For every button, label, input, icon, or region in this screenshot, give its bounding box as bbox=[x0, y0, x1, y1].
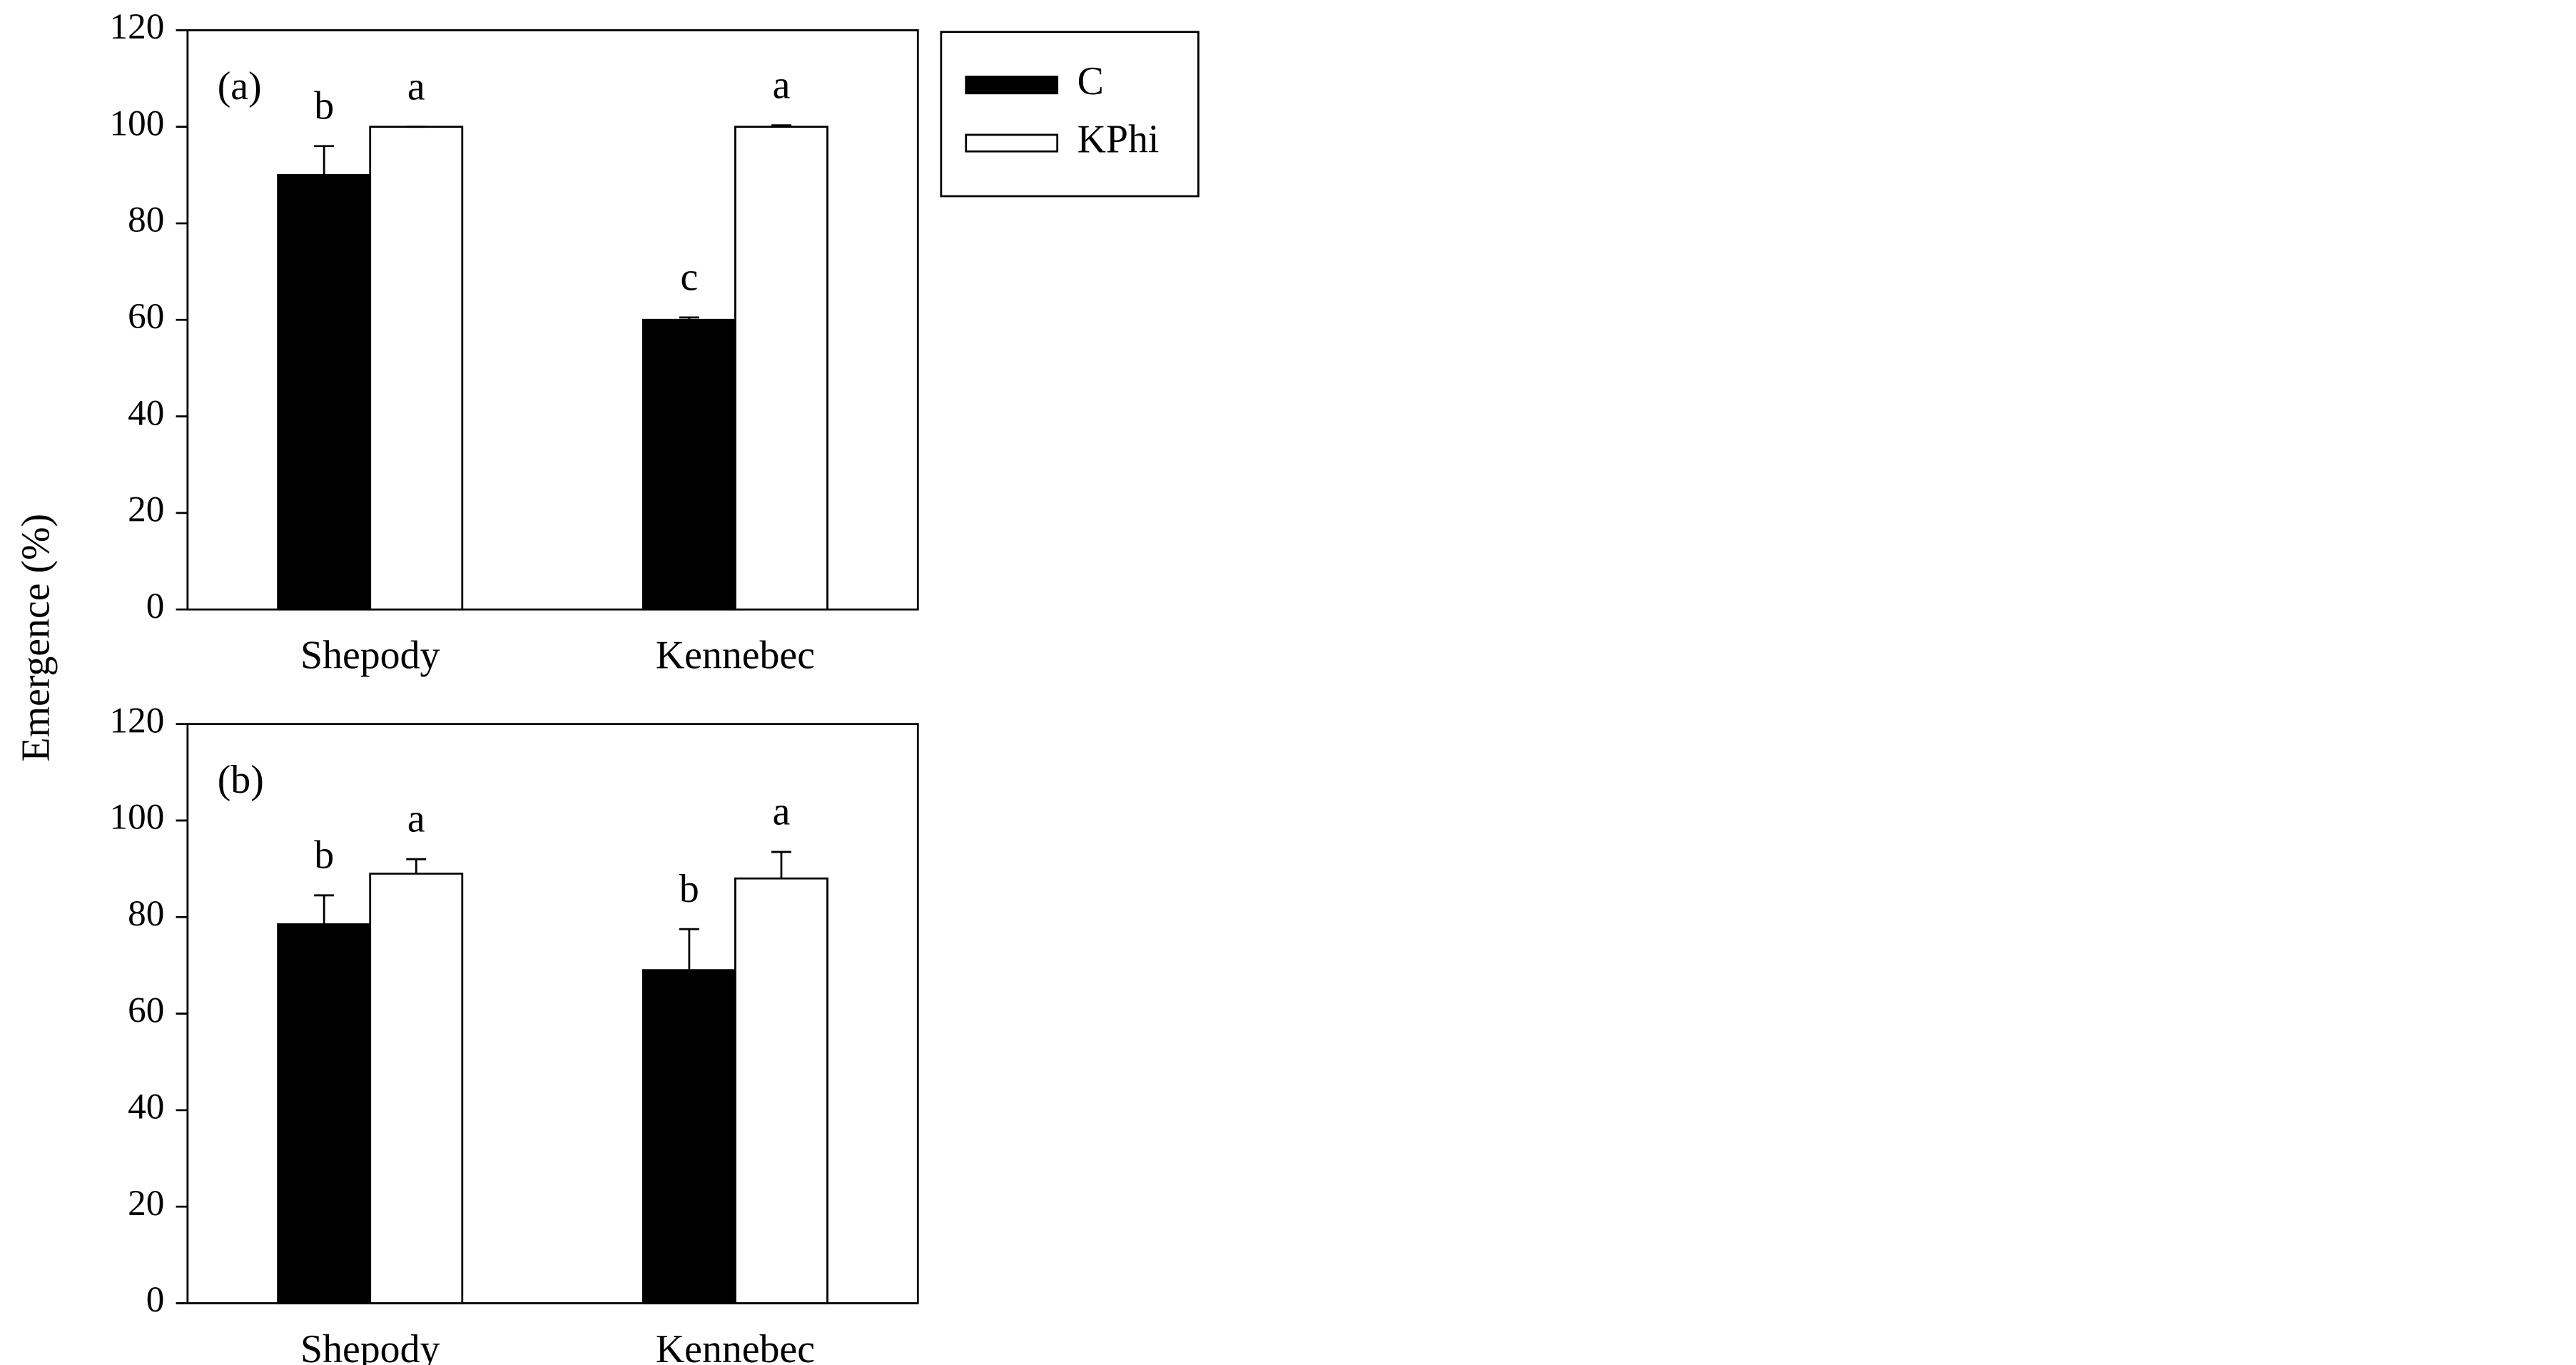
y-tick-label: 100 bbox=[110, 103, 165, 143]
y-tick-label: 120 bbox=[110, 6, 165, 47]
bar bbox=[369, 872, 464, 1304]
bar bbox=[369, 126, 464, 611]
bar bbox=[642, 318, 736, 611]
bar bbox=[277, 173, 372, 611]
y-tick-label: 40 bbox=[128, 392, 164, 433]
y-axis-label: Emergence (%) bbox=[14, 514, 59, 762]
legend-label: C bbox=[1077, 59, 1104, 103]
error-bar bbox=[771, 851, 791, 879]
significance-letter: a bbox=[773, 790, 791, 834]
x-tick-label: Kennebec bbox=[656, 634, 815, 678]
error-bar bbox=[314, 894, 335, 925]
y-tick-label: 80 bbox=[128, 893, 164, 934]
legend-swatch bbox=[965, 133, 1059, 153]
y-tick-label: 0 bbox=[146, 1279, 165, 1320]
y-tick-label: 100 bbox=[110, 797, 165, 838]
bar bbox=[734, 126, 828, 611]
significance-letter: c bbox=[680, 255, 698, 300]
error-bar bbox=[771, 124, 791, 127]
bar bbox=[734, 877, 828, 1304]
y-tick-label: 20 bbox=[128, 1183, 164, 1224]
error-bar bbox=[314, 145, 335, 176]
y-tick-label: 20 bbox=[128, 489, 164, 530]
y-tick-label: 60 bbox=[128, 296, 164, 337]
y-tick-label: 120 bbox=[110, 700, 165, 741]
legend-label: KPhi bbox=[1077, 117, 1160, 161]
y-tick-label: 60 bbox=[128, 990, 164, 1030]
significance-letter: b bbox=[314, 83, 334, 128]
significance-letter: b bbox=[314, 833, 334, 877]
significance-letter: a bbox=[407, 64, 425, 108]
error-bar bbox=[679, 928, 699, 970]
bar bbox=[277, 923, 372, 1304]
significance-letter: a bbox=[407, 797, 425, 841]
x-tick-label: Kennebec bbox=[656, 1327, 815, 1365]
legend-swatch bbox=[965, 76, 1059, 95]
y-tick-label: 0 bbox=[146, 586, 165, 626]
x-tick-label: Shepody bbox=[300, 634, 440, 678]
significance-letter: b bbox=[679, 867, 699, 911]
error-bar bbox=[406, 858, 427, 874]
y-tick-label: 40 bbox=[128, 1087, 164, 1127]
panel-label: (a) bbox=[218, 64, 262, 108]
bar bbox=[642, 969, 736, 1304]
panel-label: (b) bbox=[218, 758, 264, 802]
legend-frame bbox=[940, 31, 1200, 198]
x-tick-label: Shepody bbox=[300, 1327, 440, 1365]
error-bar bbox=[679, 316, 699, 320]
significance-letter: a bbox=[773, 63, 791, 107]
y-tick-label: 80 bbox=[128, 200, 164, 240]
